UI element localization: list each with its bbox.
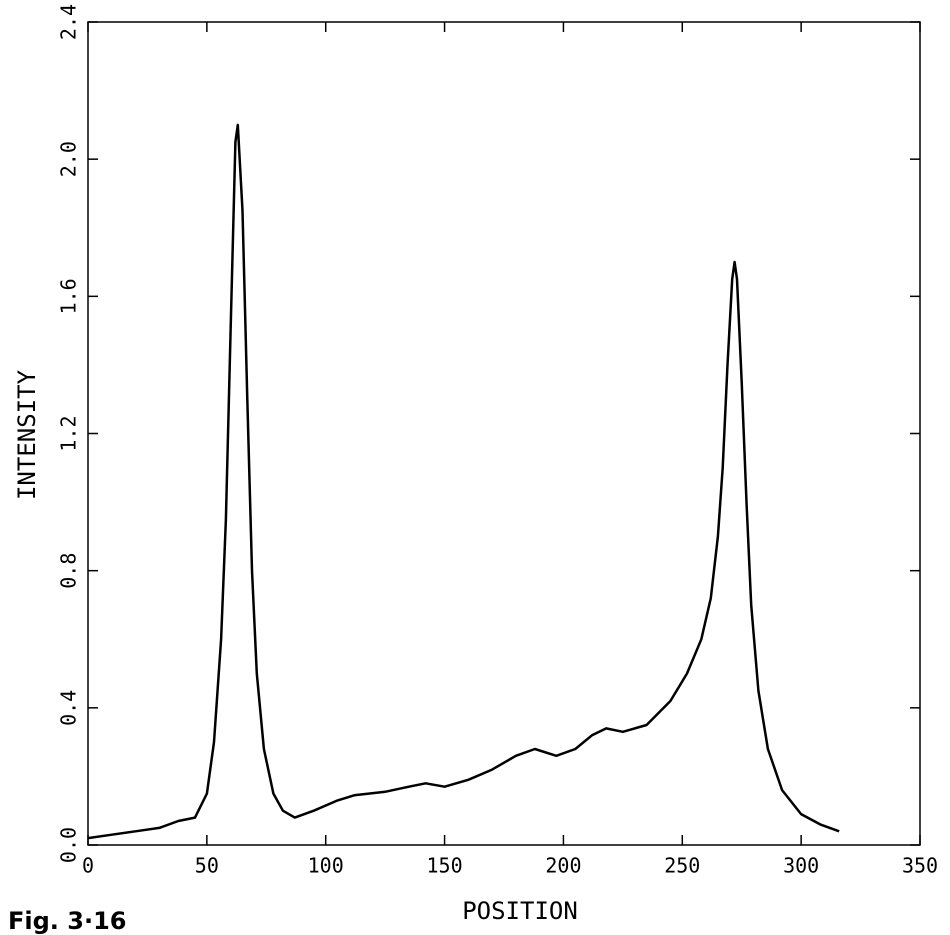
- y-tick-label: 0.0: [57, 827, 81, 863]
- x-tick-label: 0: [82, 854, 94, 878]
- y-tick-label: 1.6: [57, 278, 81, 314]
- x-tick-label: 150: [427, 854, 463, 878]
- y-tick-label: 2.0: [57, 141, 81, 177]
- y-tick-label: 1.2: [57, 415, 81, 451]
- x-tick-label: 250: [664, 854, 700, 878]
- y-tick-label: 0.8: [57, 553, 81, 589]
- x-tick-label: 300: [783, 854, 819, 878]
- figure-caption: Fig. 3·16: [8, 907, 127, 935]
- y-axis-label: INTENSITY: [13, 369, 41, 500]
- plot-frame: [87, 21, 921, 846]
- y-tick-label: 2.4: [57, 4, 81, 40]
- x-tick-label: 50: [195, 854, 219, 878]
- x-tick-label: 350: [902, 854, 938, 878]
- x-tick-label: 100: [308, 854, 344, 878]
- x-axis-label: POSITION: [462, 897, 578, 925]
- intensity-line: [87, 123, 840, 840]
- y-tick-label: 0.4: [57, 690, 81, 726]
- x-tick-label: 200: [545, 854, 581, 878]
